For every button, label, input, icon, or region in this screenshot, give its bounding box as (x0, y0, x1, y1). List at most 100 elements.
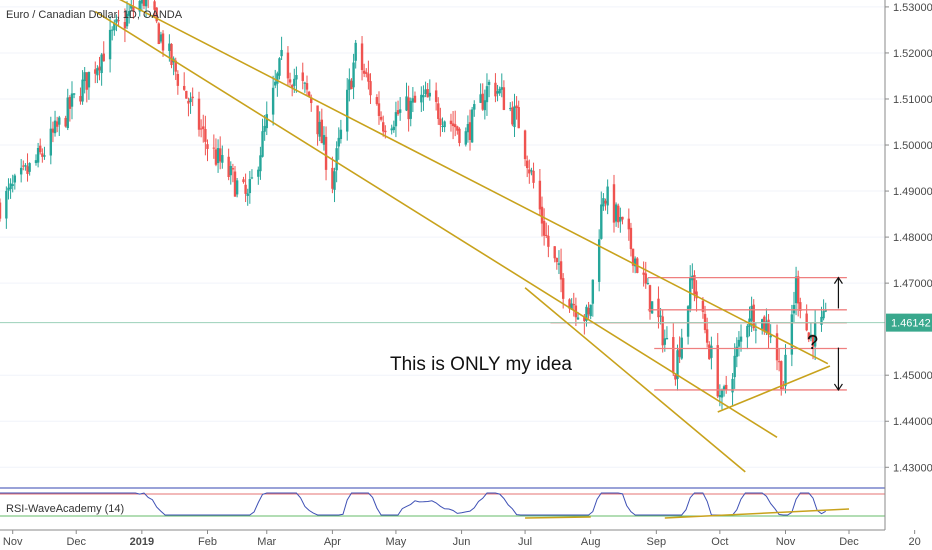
candle-body (176, 73, 180, 86)
chart-title: Euro / Canadian Dollar, 1D, OANDA (6, 9, 183, 21)
candle-body (449, 120, 453, 125)
candle-body (407, 97, 410, 120)
candle-body (34, 160, 38, 164)
candle-body (257, 169, 260, 177)
candle-body (72, 93, 76, 95)
time-tick-label: Mar (257, 536, 276, 548)
candle-body (570, 303, 573, 310)
candle-body (805, 313, 808, 331)
candle-body (807, 332, 810, 340)
candle-body (5, 190, 8, 219)
candle-body (585, 306, 588, 321)
candle-body (716, 345, 719, 397)
candle-body (7, 187, 10, 191)
candle-body (500, 87, 503, 90)
candle-body (348, 79, 351, 90)
candle-body (333, 171, 336, 190)
candle-body (127, 11, 131, 16)
candle-body (367, 73, 370, 82)
candle-body (337, 137, 340, 147)
candle-body (769, 335, 772, 338)
candle-body (303, 82, 307, 84)
price-tick-label: 1.53000 (893, 2, 932, 14)
candle-body (796, 276, 800, 304)
candle-body (443, 121, 446, 128)
candle-body (739, 336, 743, 342)
candle-body (545, 234, 548, 236)
annotations: This is ONLY my idea ? (390, 332, 818, 375)
time-tick-label: 20 (909, 536, 921, 548)
candle-body (441, 125, 444, 127)
candle-body (559, 261, 563, 280)
candle-body (335, 148, 338, 171)
candle-body (718, 394, 722, 398)
candle-body (657, 298, 660, 318)
candle-body (631, 248, 635, 266)
candle-body (735, 346, 738, 357)
horizontal-levels (0, 276, 885, 391)
candle-body (676, 350, 679, 379)
candle-body (722, 386, 726, 390)
candle-body (242, 179, 245, 183)
candle-body (502, 87, 506, 110)
candle-body (542, 221, 546, 236)
candle-body (227, 156, 230, 177)
candle-body (53, 120, 57, 134)
candle-body (752, 304, 755, 329)
candle-body (261, 131, 264, 157)
time-tick-label: Feb (198, 536, 217, 548)
candle-body (731, 378, 734, 393)
candle-body (665, 337, 669, 340)
time-tick-label: Oct (711, 536, 728, 548)
candle-body (619, 217, 622, 222)
candle-body (409, 100, 412, 119)
candle-body (411, 98, 415, 103)
candle-body (496, 91, 499, 94)
rsi-trendline-2 (664, 508, 850, 519)
candle-body (705, 329, 709, 343)
candle-body (602, 198, 605, 207)
candle-body (259, 155, 262, 172)
candle-body (310, 97, 313, 104)
candle-body (487, 81, 491, 85)
candle-body (382, 122, 385, 132)
candle-body (301, 72, 304, 81)
candle-body (280, 49, 283, 57)
candle-body (405, 96, 408, 111)
candle-body (108, 29, 112, 60)
time-tick-label: Jul (518, 536, 532, 548)
candle-body (212, 147, 216, 149)
price-tick-label: 1.50000 (893, 140, 932, 152)
candle-body (206, 144, 209, 149)
candle-body (324, 136, 328, 170)
time-tick-label: Nov (3, 536, 23, 548)
candle-body (96, 68, 99, 76)
price-tick-label: 1.43000 (893, 462, 932, 474)
candle-body (513, 106, 516, 128)
candle-body (161, 33, 165, 51)
candle-body (557, 263, 561, 265)
candle-body (87, 71, 91, 88)
candle-body (720, 390, 724, 398)
candle-body (695, 291, 698, 299)
candle-body (553, 246, 556, 259)
candle-body (216, 148, 220, 164)
candle-body (307, 91, 311, 97)
candle-body (483, 100, 487, 111)
candle-body (515, 105, 518, 109)
rsi-pane (0, 487, 885, 519)
candle-body (81, 79, 84, 102)
candle-body (384, 130, 387, 133)
candle-body (263, 125, 266, 132)
candle-body (113, 22, 116, 31)
candle-body (19, 167, 23, 175)
candle-body (650, 301, 654, 314)
candle-body (813, 323, 817, 347)
candle-body (509, 108, 512, 110)
candle-body (674, 374, 677, 380)
candle-body (111, 29, 114, 31)
candle-body (233, 171, 237, 197)
candle-body (600, 204, 603, 239)
candle-body (824, 309, 827, 312)
